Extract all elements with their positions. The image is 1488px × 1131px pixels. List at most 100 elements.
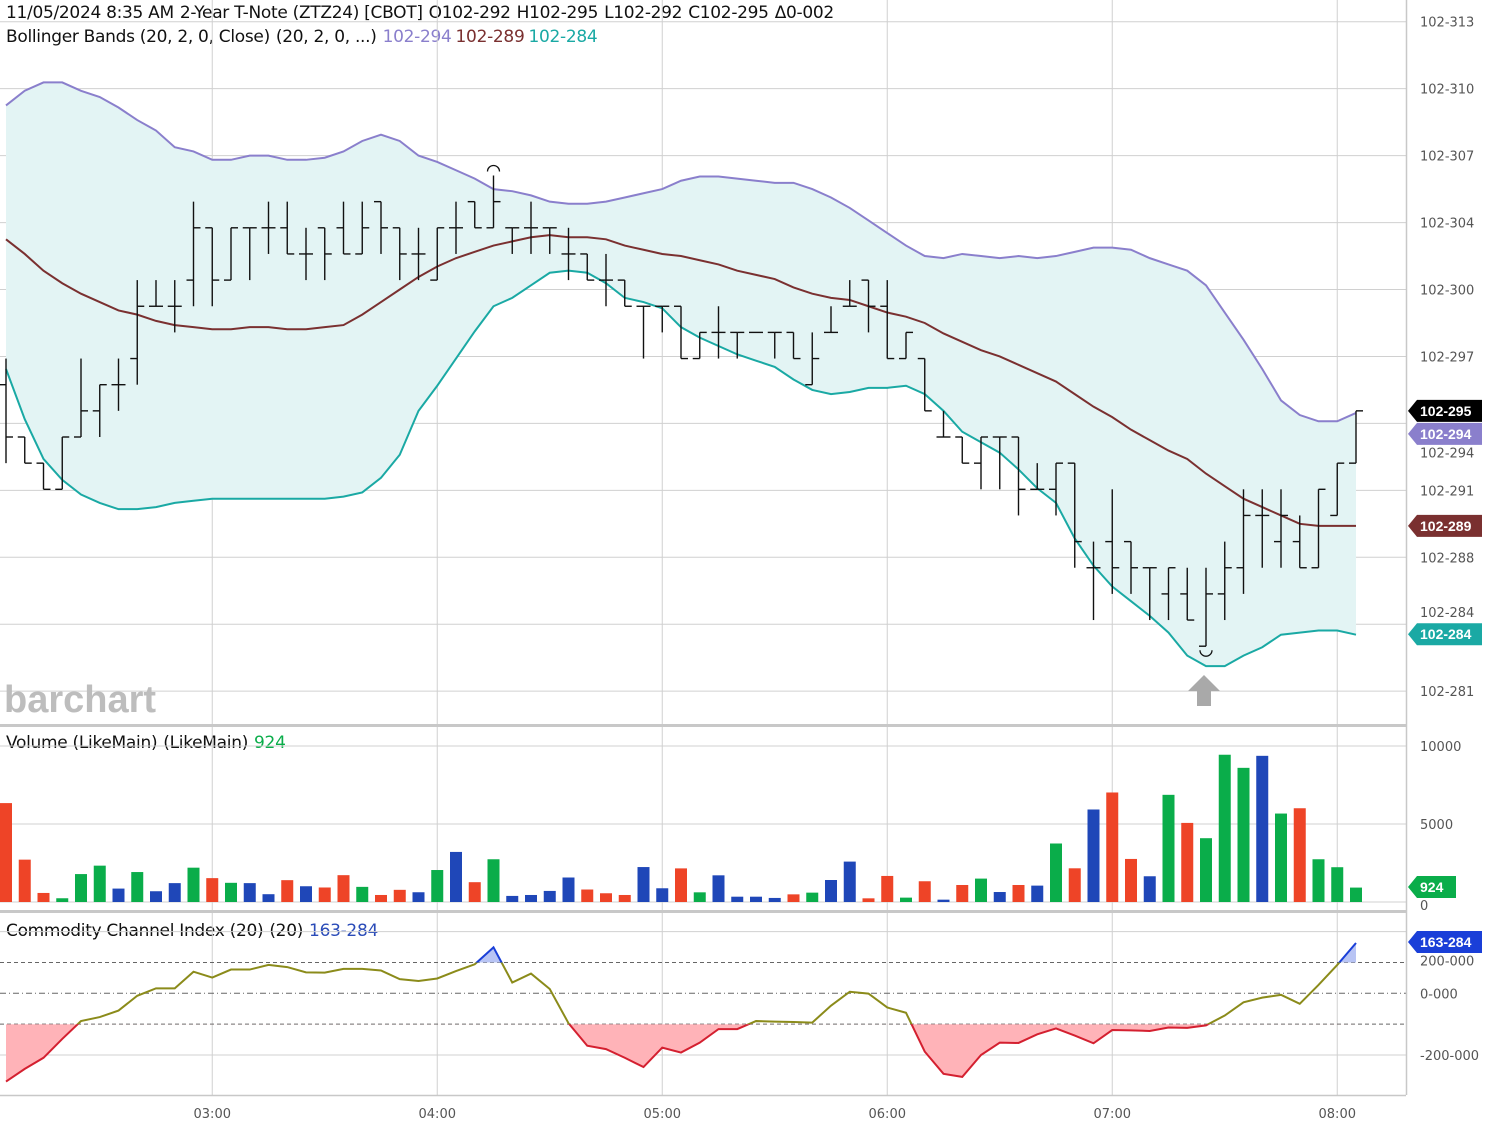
ohlc-bar [1330,462,1345,517]
bollinger-upper-line [5,81,1357,423]
ohlc-bar [336,201,351,255]
ohlc-bar [542,227,557,254]
ohlc-bar [936,410,951,438]
chart-header: 11/05/2024 8:35 AM 2-Year T-Note (ZTZ24) … [6,3,840,23]
volume-bar [1181,822,1194,902]
bollinger-middle-line [5,234,1356,527]
ohlc-bar [880,280,895,360]
ohlc-bar [299,227,313,281]
volume-bar [787,894,800,902]
volume-bar [431,870,444,902]
volume-bar [450,851,462,902]
volume-bar [600,893,612,902]
header-instrument: 2-Year T-Note (ZTZ24) [CBOT] [179,3,423,23]
volume-label: Volume (LikeMain) [6,733,158,753]
ohlc-bar [730,331,745,359]
volume-bar [262,894,275,902]
ohlc-bar [1142,567,1157,621]
volume-bar [1068,868,1081,902]
ohlc-bar [505,227,520,254]
volume-bar [1218,754,1231,902]
volume-bar [806,892,819,902]
ohlc-bar [1274,489,1288,568]
bollinger-label: Bollinger Bands (20, 2, 0, Close) [6,27,270,47]
cci-value: 163-284 [309,921,378,941]
volume-value: 924 [254,733,286,753]
volume-bar [675,868,687,902]
volume-bar [131,872,144,902]
volume-legend[interactable]: Volume (LikeMain) (LikeMain) 924 [6,733,292,753]
volume-bar [543,890,556,902]
ohlc-bar [486,175,501,229]
ohlc-bar [55,436,70,490]
volume-bar [1200,838,1212,902]
time-axis-label: 08:00 [1319,1107,1356,1122]
ohlc-bar [899,331,913,360]
volume-bar [881,875,894,902]
volume-bar [468,882,481,902]
bollinger-upper-value: 102-294 [382,27,452,47]
ohlc-bar [917,357,932,412]
volume-tag-background [1408,876,1456,898]
session-high-marker [486,164,501,172]
cci-axis-label: 200-000 [1420,955,1474,970]
volume-bar [1331,867,1344,902]
volume-bar [993,892,1006,902]
ohlc-bar [467,200,482,229]
ohlc-bar [205,227,220,307]
price-axis-label: 102-281 [1420,685,1474,700]
cci-legend[interactable]: Commodity Channel Index (20) (20) 163-284 [6,921,384,941]
arrow-up-icon [1188,675,1220,706]
session-low-marker [1199,650,1213,657]
ohlc-bar [580,253,595,281]
ohlc-bar [1292,515,1307,569]
volume-bar [693,892,706,902]
volume-bar [1275,813,1287,902]
ohlc-bar [599,253,613,307]
bollinger-legend[interactable]: Bollinger Bands (20, 2, 0, Close) (20, 2,… [6,27,603,47]
volume-bar [975,878,987,902]
ohlc-bar [561,227,576,281]
cci-tag: 163-284 [1420,934,1472,950]
ohlc-bar [186,201,201,307]
volume-bar [562,877,575,902]
ohlc-bar [1236,489,1251,594]
price-axis-label: 102-288 [1420,551,1474,566]
cci-plot [5,942,1357,1083]
ohlc-bar [1255,489,1270,568]
volume-bar [1293,808,1306,902]
volume-bar [1106,792,1119,902]
volume-bar [56,898,69,902]
ohlc-bar [280,201,295,255]
ohlc-bar [1199,567,1213,647]
volume-bar [281,880,294,902]
volume-bar [918,881,931,902]
volume-bar [731,896,744,902]
cci-axis-label: -200-000 [1420,1049,1479,1064]
ohlc-bar [1180,567,1195,621]
header-open: O102-292 [428,3,511,23]
panel-separator [0,910,1406,913]
volume-bar [1162,794,1175,902]
volume-params: (LikeMain) [163,733,249,753]
cci-tag-background [1408,931,1482,953]
time-axis-label: 06:00 [869,1107,906,1122]
bollinger-middle-value: 102-289 [455,27,525,47]
ohlc-bar [17,436,32,464]
ohlc-bar [767,331,782,359]
cci-overbought-fill [6,943,1356,963]
ohlc-bar [692,331,707,360]
lower-band-tag: 102-284 [1420,626,1472,642]
volume-bar [712,875,725,902]
ohlc-bar [317,227,332,281]
bollinger-fill [6,82,1356,667]
header-datetime: 11/05/2024 8:35 AM [6,3,174,23]
volume-bar [318,887,331,902]
volume-bar [150,891,162,902]
ohlc-bar [711,306,726,359]
ohlc-bar [449,201,463,254]
ohlc-bar [411,227,426,281]
volume-bar [0,803,12,902]
volume-axis-label: 5000 [1420,818,1453,833]
